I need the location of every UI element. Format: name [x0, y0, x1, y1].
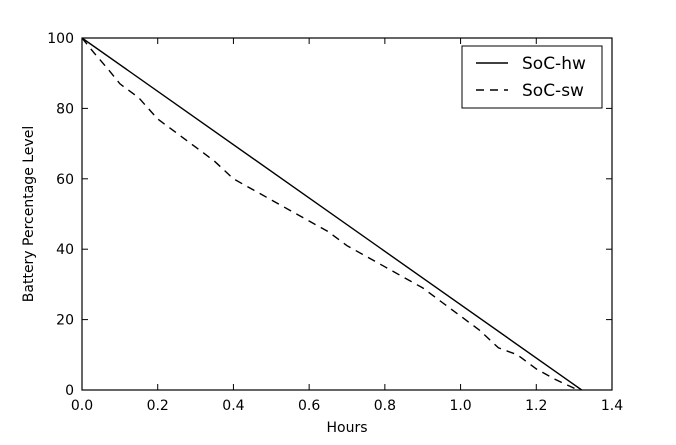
- series-group: [81, 37, 583, 391]
- y-tick-label: 40: [56, 242, 74, 258]
- x-tick-label: 0.4: [222, 398, 244, 414]
- y-tick-label: 60: [56, 172, 74, 188]
- x-tick-label: 0.2: [147, 398, 169, 414]
- x-tick-label: 1.4: [601, 398, 623, 414]
- x-tick-label: 1.0: [449, 398, 471, 414]
- plot-frame: [81, 37, 613, 391]
- legend-label: SoC-hw: [522, 54, 586, 74]
- x-tick-label: 1.2: [525, 398, 547, 414]
- x-tick-label: 0.0: [71, 398, 93, 414]
- legend-box: [461, 45, 603, 109]
- legend-label: SoC-sw: [522, 81, 584, 101]
- x-axis-ticks: 0.0 0.2 0.4 0.6 0.8 1.0 1.2 1.4: [71, 38, 623, 414]
- y-axis-ticks: 0 20 40 60 80 100: [47, 31, 612, 399]
- y-tick-label: 20: [56, 313, 74, 329]
- series-line-soc-sw: [81, 37, 579, 391]
- x-tick-label: 0.8: [374, 398, 396, 414]
- series-line-soc-hw: [81, 37, 583, 391]
- y-axis-label: Battery Percentage Level: [21, 126, 37, 302]
- y-tick-label: 100: [47, 31, 74, 47]
- y-tick-label: 80: [56, 101, 74, 117]
- x-axis-label: Hours: [326, 420, 367, 436]
- y-tick-label: 0: [65, 383, 74, 399]
- legend: SoC-hw SoC-sw: [461, 45, 603, 109]
- x-tick-label: 0.6: [298, 398, 320, 414]
